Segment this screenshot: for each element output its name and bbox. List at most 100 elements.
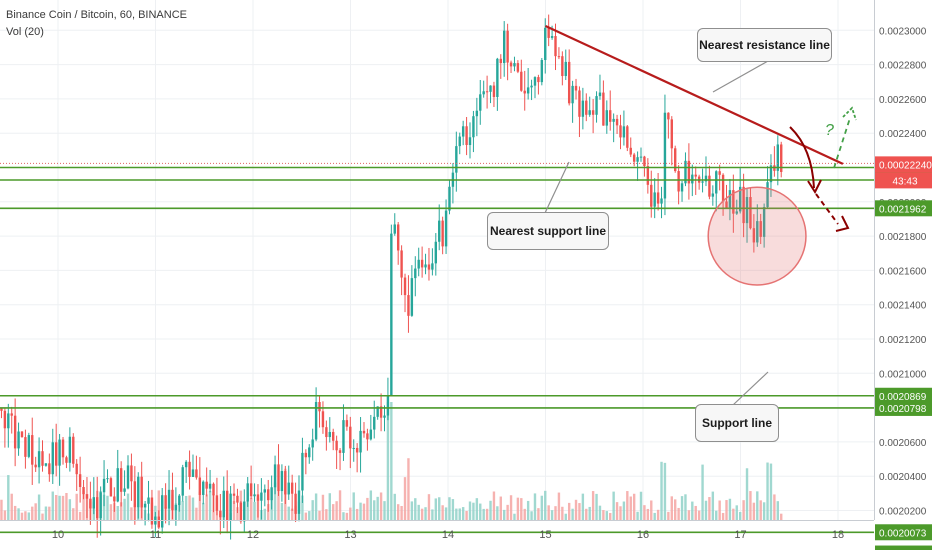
volume-bar	[250, 498, 252, 520]
volume-bar	[390, 402, 392, 520]
volume-bar	[777, 501, 779, 520]
candle-body	[58, 440, 60, 466]
time-tick-label: 11	[150, 529, 161, 541]
volume-bar	[38, 495, 40, 520]
candle-body	[404, 278, 406, 296]
candle-body	[28, 435, 30, 457]
candle-body	[667, 113, 669, 120]
candle-body	[260, 493, 262, 501]
candle-body	[229, 494, 231, 521]
candle-body	[93, 497, 95, 508]
candle-body	[305, 453, 307, 457]
volume-bar	[76, 494, 78, 520]
candle-body	[428, 264, 430, 269]
volume-bar	[305, 513, 307, 520]
volume-bar	[582, 494, 584, 520]
candle-body	[438, 221, 440, 242]
volume-bar	[701, 465, 703, 520]
volume-bar	[506, 505, 508, 520]
candle-body	[38, 451, 40, 467]
candle-body	[715, 171, 717, 193]
candle-body	[106, 478, 108, 479]
volume-bar	[459, 508, 461, 520]
candle-body	[619, 125, 621, 137]
volume-bar	[547, 505, 549, 520]
candle-body	[640, 157, 642, 158]
volume-bar	[465, 511, 467, 520]
candle-body	[48, 463, 50, 474]
support-callout-pointer	[733, 372, 768, 405]
candle-body	[349, 427, 351, 449]
candle-body	[308, 447, 310, 457]
candle-body	[407, 295, 409, 316]
volume-bar	[749, 491, 751, 520]
candle-body	[589, 110, 591, 115]
candle-body	[575, 86, 577, 91]
price-tick-label: 0.0021200	[879, 335, 927, 346]
volume-bar	[633, 494, 635, 520]
volume-bar	[14, 506, 16, 520]
candle-body	[339, 450, 341, 453]
volume-bar	[342, 512, 344, 520]
volume-bar	[452, 499, 454, 520]
candle-body	[441, 221, 443, 247]
candle-body	[346, 420, 348, 427]
candle-body	[469, 137, 471, 145]
volume-bar	[489, 501, 491, 520]
volume-bar	[524, 509, 526, 520]
time-tick-label: 14	[442, 529, 454, 541]
candle-body	[582, 101, 584, 117]
volume-bar	[708, 497, 710, 520]
candle-body	[332, 432, 334, 441]
volume-bar	[609, 513, 611, 520]
candle-body	[479, 94, 481, 110]
volume-bar	[28, 512, 30, 520]
volume-bar	[561, 507, 563, 520]
volume-bar	[11, 494, 13, 520]
volume-bar	[438, 497, 440, 520]
volume-bar	[424, 507, 426, 520]
candle-body	[653, 192, 655, 206]
candle-body	[219, 511, 221, 518]
volume-bar	[62, 496, 64, 520]
volume-bar	[52, 492, 54, 520]
support-callout[interactable]: Support line	[695, 404, 779, 442]
volume-bar	[606, 511, 608, 520]
volume-bar	[322, 495, 324, 520]
nearest-support-callout[interactable]: Nearest support line	[487, 212, 609, 250]
volume-bar	[117, 506, 119, 520]
candle-body	[335, 441, 337, 450]
volume-bar	[725, 500, 727, 520]
candle-body	[524, 91, 526, 94]
candle-body	[14, 416, 16, 449]
volume-bar	[445, 507, 447, 520]
candle-body	[288, 483, 290, 495]
volume-bar	[349, 508, 351, 520]
candle-body	[493, 86, 495, 97]
candle-body	[247, 483, 249, 501]
candle-body	[664, 113, 666, 199]
price-tick-label: 0.0021800	[879, 232, 927, 243]
candle-body	[561, 56, 563, 76]
volume-bar	[69, 499, 71, 520]
volume-bar	[630, 497, 632, 520]
candle-body	[41, 451, 43, 466]
volume-bar	[684, 494, 686, 520]
volume-bar	[110, 504, 112, 520]
volume-bar	[486, 509, 488, 520]
candle-body	[147, 498, 149, 504]
candle-body	[89, 499, 91, 509]
candle-body	[394, 224, 396, 233]
candle-body	[250, 483, 252, 496]
candle-body	[62, 440, 64, 458]
volume-bar	[643, 505, 645, 520]
volume-bar	[411, 501, 413, 520]
candle-body	[592, 110, 594, 115]
volume-bar	[41, 514, 43, 520]
candle-body	[110, 478, 112, 496]
nearest-resistance-callout[interactable]: Nearest resistance line	[697, 28, 832, 62]
candle-body	[11, 413, 13, 415]
candle-body	[0, 409, 2, 411]
